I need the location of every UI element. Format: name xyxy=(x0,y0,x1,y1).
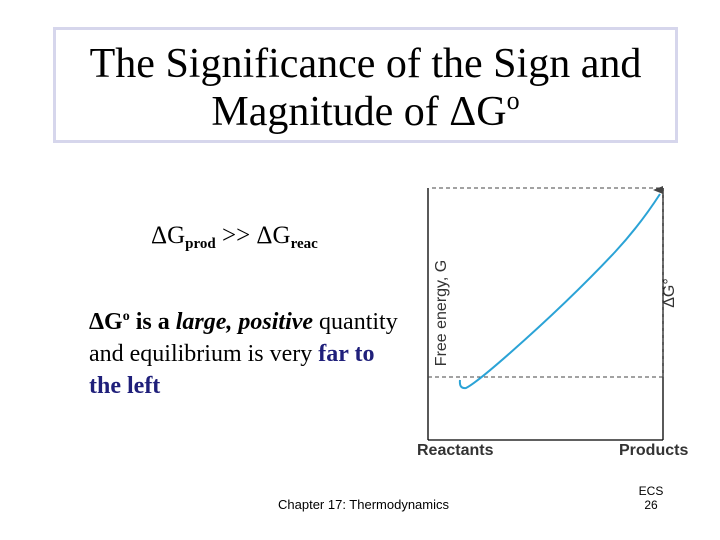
eq-operator: >> xyxy=(215,222,257,249)
page-label: ECS xyxy=(638,484,664,498)
page-number-block: ECS 26 xyxy=(630,484,672,512)
free-energy-comparison: ΔGprod >> ΔGreac xyxy=(151,222,318,253)
free-energy-chart: Free energy, G ΔG° Reactants Products xyxy=(417,186,688,459)
desc-dg-symbol: ΔG xyxy=(89,309,123,335)
x-label-products: Products xyxy=(619,442,688,459)
free-energy-curve xyxy=(458,193,661,390)
page-number: 26 xyxy=(644,498,658,512)
title-line-2-text: Magnitude of ΔG xyxy=(211,89,507,135)
desc-large-positive: large, positive xyxy=(175,309,314,335)
eq-rhs-sub: reac xyxy=(290,236,318,252)
desc-delta-g: ΔGo is a large, positive xyxy=(89,309,313,335)
delta-g-label: ΔG° xyxy=(661,278,678,308)
title-superscript: o xyxy=(506,86,520,115)
footer-chapter: Chapter 17: Thermodynamics xyxy=(278,497,450,512)
title-line-2: Magnitude of ΔGo xyxy=(56,88,675,136)
eq-rhs: ΔG xyxy=(256,222,291,249)
desc-is-a: is a xyxy=(129,309,176,335)
desc-far-left: far to the left xyxy=(89,341,375,399)
y-axis-label: Free energy, G xyxy=(433,260,450,366)
eq-lhs-sub: prod xyxy=(185,236,216,252)
x-label-reactants: Reactants xyxy=(417,442,494,459)
title-line-1: The Significance of the Sign and xyxy=(89,41,642,87)
slide-title: The Significance of the Sign and Magnitu… xyxy=(53,27,678,143)
description-text: ΔGo is a large, positive quantity and eq… xyxy=(89,306,409,402)
desc-middle: quantity and equilibrium is very xyxy=(89,309,398,367)
desc-dg-sup: o xyxy=(122,309,130,324)
eq-lhs: ΔG xyxy=(151,222,186,249)
